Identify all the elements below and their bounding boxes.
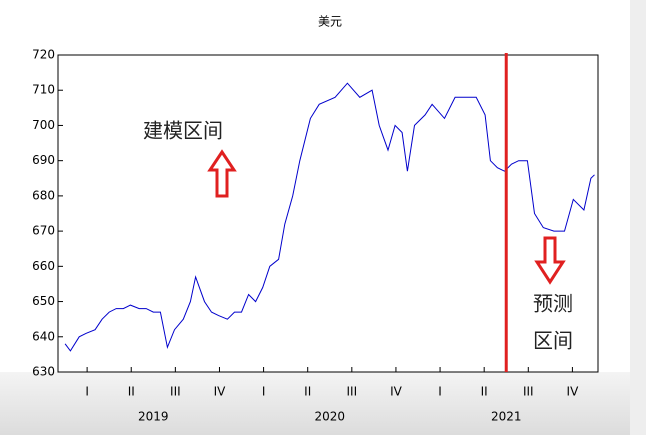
y-tick-label: 710 [32, 83, 55, 97]
annotation: 区间 [533, 329, 573, 353]
y-tick-label: 690 [32, 153, 55, 167]
side-strip [630, 0, 646, 435]
x-tick-label: IV [567, 385, 580, 399]
y-tick-label: 700 [32, 118, 55, 132]
y-tick-label: 650 [32, 294, 55, 308]
plot-area [57, 54, 599, 373]
x-tick-label: IV [214, 385, 227, 399]
y-tick-label: 630 [32, 365, 55, 379]
y-tick-label: 680 [32, 188, 55, 202]
y-tick-label: 720 [32, 48, 55, 62]
x-tick-label: II [128, 385, 135, 399]
annotation: 预测 [533, 292, 573, 316]
x-tick-label: III [347, 385, 358, 399]
year-label: 2021 [491, 410, 522, 424]
y-tick-label: 640 [32, 329, 55, 343]
x-tick-label: I [438, 385, 442, 399]
x-tick-label: III [170, 385, 181, 399]
x-tick-label: I [262, 385, 266, 399]
annotation: 建模区间 [143, 119, 223, 143]
chart-title: 美元 [318, 15, 342, 29]
year-label: 2020 [314, 410, 345, 424]
axis-background [0, 372, 646, 435]
x-tick-label: III [523, 385, 534, 399]
x-tick-label: II [481, 385, 488, 399]
down-arrow [534, 236, 566, 285]
x-tick-label: IV [390, 385, 403, 399]
x-tick-label: II [304, 385, 311, 399]
y-tick-label: 670 [32, 224, 55, 238]
x-tick-label: I [85, 385, 89, 399]
y-tick-label: 660 [32, 259, 55, 273]
up-arrow [207, 149, 237, 198]
year-label: 2019 [138, 410, 169, 424]
